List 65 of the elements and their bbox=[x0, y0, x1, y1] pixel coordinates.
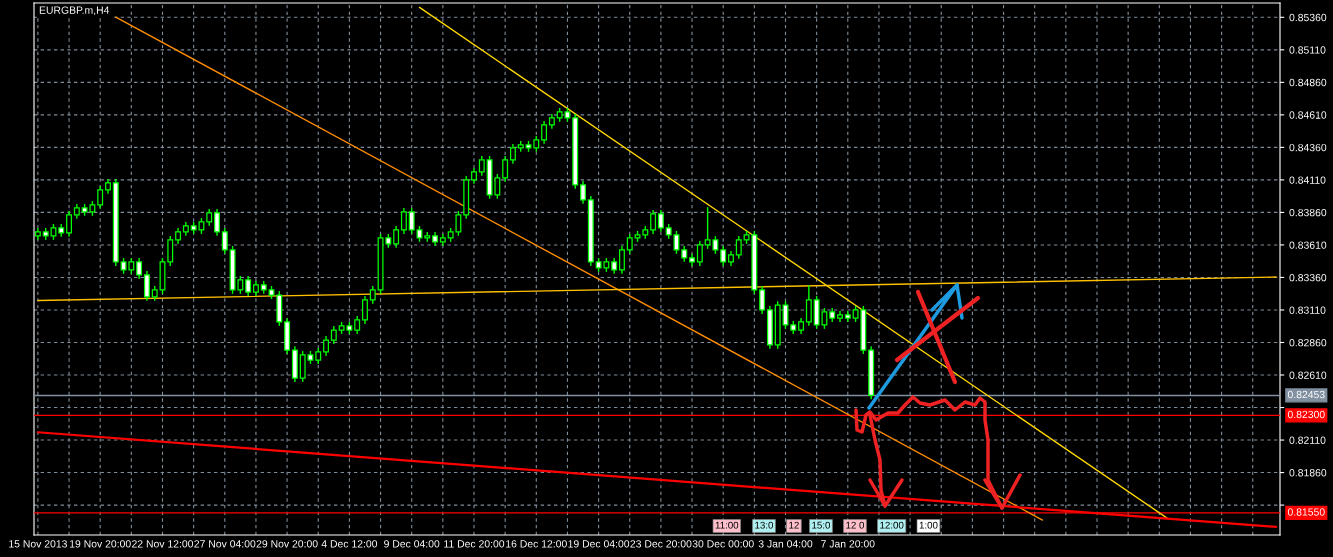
y-tick-label: 0.84610 bbox=[1289, 111, 1327, 119]
y-tick-label: 0.84110 bbox=[1289, 176, 1326, 184]
ref-line-label: 0.81550 bbox=[1287, 508, 1325, 516]
x-tick-label: 27 Nov 04:00 bbox=[194, 540, 256, 548]
ref-line-label: 0.82300 bbox=[1287, 410, 1325, 419]
y-tick-label: 0.83110 bbox=[1289, 306, 1326, 314]
x-tick-label: 16 Dec 12:00 bbox=[506, 540, 567, 548]
x-tick-label: 9 Dec 04:00 bbox=[384, 540, 440, 548]
candlestick bbox=[696, 240, 703, 267]
x-tick-label: 29 Nov 20:00 bbox=[256, 540, 318, 548]
candlestick bbox=[393, 225, 400, 249]
y-tick-label: 0.85360 bbox=[1289, 13, 1327, 22]
candlestick bbox=[143, 270, 150, 302]
y-tick-label: 0.85110 bbox=[1289, 46, 1326, 54]
candlestick bbox=[362, 295, 368, 325]
chart-title: EURGBP.m,H4 bbox=[39, 6, 110, 16]
candlestick bbox=[400, 207, 407, 235]
annotation: 13:0 bbox=[755, 521, 774, 529]
x-tick-label: 3 Jan 04:00 bbox=[758, 540, 813, 548]
y-tick-label: 0.82610 bbox=[1289, 371, 1327, 379]
candlestick bbox=[167, 235, 174, 267]
candlestick bbox=[502, 155, 509, 183]
x-tick-label: 7 Jan 20:00 bbox=[821, 540, 875, 548]
x-tick-label: 15 Nov 2013 bbox=[9, 540, 67, 548]
annotation: 12 0 bbox=[846, 521, 865, 529]
annotation: 15:0 bbox=[812, 521, 831, 529]
candlestick bbox=[136, 257, 143, 280]
candlestick bbox=[618, 245, 625, 275]
candlestick bbox=[580, 180, 586, 205]
annotation: 12 bbox=[789, 521, 799, 529]
candlestick bbox=[221, 227, 228, 255]
candlestick bbox=[323, 335, 329, 357]
x-tick-label: 30 Dec 00:00 bbox=[692, 540, 754, 548]
x-tick-label: 23 Dec 20:00 bbox=[630, 540, 692, 548]
y-tick-label: 0.81860 bbox=[1289, 469, 1327, 477]
y-tick-label: 0.83360 bbox=[1289, 273, 1327, 282]
candlestick bbox=[720, 245, 727, 267]
candlestick bbox=[97, 185, 104, 210]
x-tick-label: 4 Dec 12:00 bbox=[321, 540, 378, 548]
candlestick bbox=[650, 209, 657, 235]
x-tick-label: 22 Nov 12:00 bbox=[132, 540, 194, 548]
candlestick bbox=[759, 285, 766, 315]
candlestick bbox=[735, 235, 742, 260]
y-tick-label: 0.82860 bbox=[1289, 338, 1327, 347]
candlestick bbox=[509, 143, 516, 165]
y-tick-label: 0.84860 bbox=[1289, 78, 1327, 87]
candlestick bbox=[245, 275, 252, 297]
candlestick bbox=[657, 209, 664, 233]
candlestick bbox=[541, 120, 548, 145]
y-tick-label: 0.84360 bbox=[1289, 143, 1327, 152]
candlestick bbox=[626, 233, 633, 255]
ref-line-label: 0.82453 bbox=[1287, 390, 1325, 399]
x-tick-label: 19 Dec 04:00 bbox=[568, 540, 630, 548]
annotation: 12:00 bbox=[880, 521, 904, 529]
candlestick bbox=[478, 155, 485, 177]
y-tick-label: 0.82110 bbox=[1289, 436, 1326, 444]
y-tick-label: 0.83860 bbox=[1289, 208, 1327, 217]
annotation: 11:00 bbox=[715, 521, 739, 529]
candlestick bbox=[805, 284, 812, 327]
x-tick-label: 19 Nov 20:00 bbox=[70, 540, 131, 548]
y-tick-label: 0.83610 bbox=[1289, 241, 1327, 249]
candlestick bbox=[66, 210, 73, 238]
candlestick bbox=[214, 208, 220, 237]
x-tick-label: 11 Dec 20:00 bbox=[444, 540, 505, 548]
annotation: 1:00 bbox=[919, 521, 938, 529]
